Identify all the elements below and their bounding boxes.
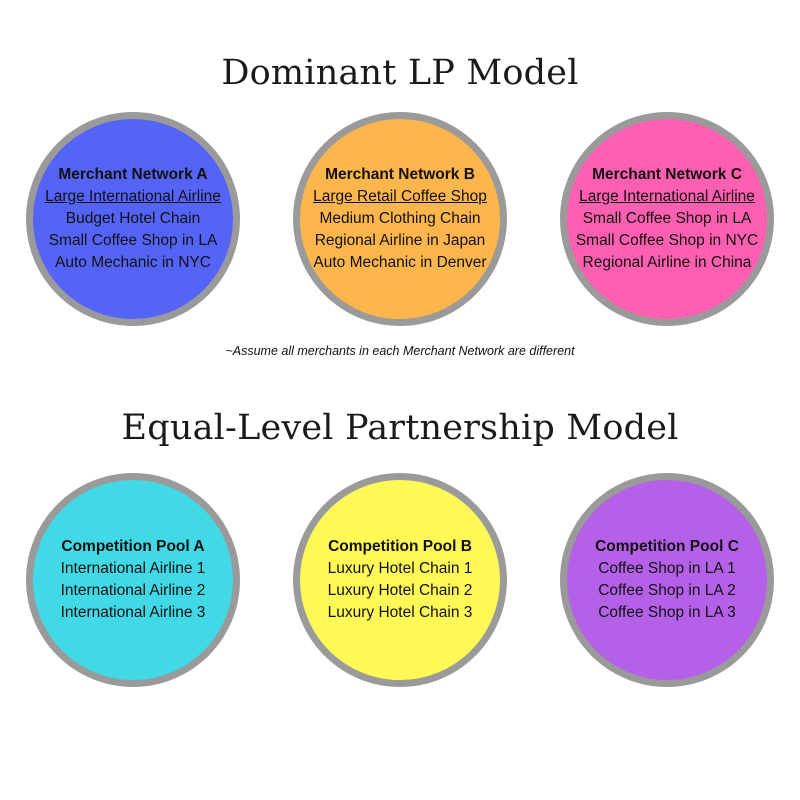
merchant-network-b-lead-merchant: Large Retail Coffee Shop [313,188,487,205]
merchant-network-a-item: Budget Hotel Chain [65,210,201,227]
merchant-network-b-item: Auto Mechanic in Denver [313,254,487,271]
competition-pool-b-heading: Competition Pool B [328,538,472,555]
assumption-note: ~Assume all merchants in each Merchant N… [225,344,575,358]
merchant-network-c-item: Regional Airline in China [582,254,752,271]
competition-pool-a-heading: Competition Pool A [61,538,205,555]
merchant-network-a-heading: Merchant Network A [58,166,208,183]
equal-level-partnership-model-title: Equal-Level Partnership Model [121,408,679,448]
merchant-network-b-heading: Merchant Network B [325,166,475,183]
competition-pool-a-circle: Competition Pool A International Airline… [26,473,240,687]
competition-pool-b-item: Luxury Hotel Chain 1 [327,560,473,577]
merchant-network-c-heading: Merchant Network C [592,166,742,183]
dominant-lp-model-title: Dominant LP Model [221,53,579,93]
merchant-network-c-item: Small Coffee Shop in LA [582,210,752,227]
merchant-network-a-circle: Merchant Network A Large International A… [26,112,240,326]
competition-pool-c-circle: Competition Pool C Coffee Shop in LA 1 C… [560,473,774,687]
merchant-network-c-lead-merchant: Large International Airline [579,188,755,205]
competition-pool-a-item: International Airline 3 [60,604,206,621]
merchant-network-c-item: Small Coffee Shop in NYC [575,232,759,249]
merchant-network-b-item: Medium Clothing Chain [319,210,481,227]
competition-pool-c-item: Coffee Shop in LA 2 [598,582,736,599]
merchant-network-c-circle: Merchant Network C Large International A… [560,112,774,326]
merchant-network-a-item: Auto Mechanic in NYC [55,254,211,271]
merchant-network-b-circle: Merchant Network B Large Retail Coffee S… [293,112,507,326]
competition-pool-c-heading: Competition Pool C [595,538,739,555]
merchant-network-b-item: Regional Airline in Japan [314,232,486,249]
competition-pool-c-item: Coffee Shop in LA 3 [598,604,736,621]
competition-pool-a-item: International Airline 1 [60,560,206,577]
merchant-network-a-lead-merchant: Large International Airline [45,188,221,205]
competition-pool-a-item: International Airline 2 [60,582,206,599]
competition-pool-b-circle: Competition Pool B Luxury Hotel Chain 1 … [293,473,507,687]
competition-pool-c-item: Coffee Shop in LA 1 [598,560,736,577]
competition-pool-b-item: Luxury Hotel Chain 3 [327,604,473,621]
competition-pool-b-item: Luxury Hotel Chain 2 [327,582,473,599]
merchant-network-a-item: Small Coffee Shop in LA [48,232,218,249]
